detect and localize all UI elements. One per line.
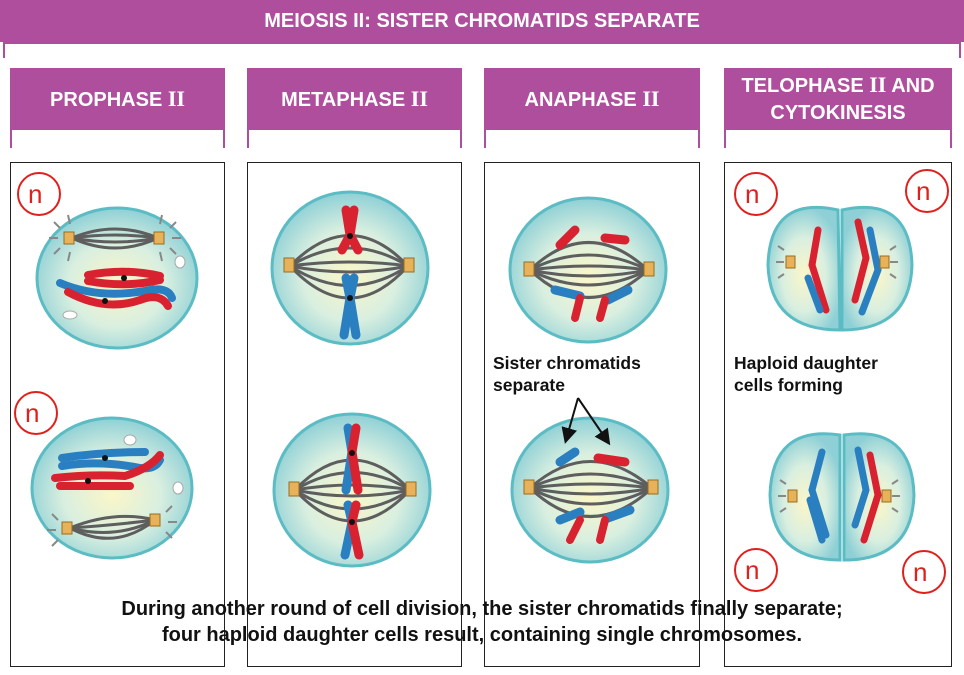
phase-numeral: II — [167, 85, 185, 111]
n-label: n — [745, 179, 760, 209]
phase-name: METAPHASE — [281, 88, 406, 111]
phase-header-metaphase: METAPHASE II — [247, 68, 462, 130]
annotation-line: Haploid daughter — [734, 353, 878, 373]
header-tab — [724, 130, 952, 148]
header-tab — [247, 130, 462, 148]
n-label: n — [913, 557, 928, 587]
caption-line: During another round of cell division, t… — [121, 598, 843, 620]
telophase-cells-bottom — [768, 432, 916, 562]
telophase-cells-top — [766, 205, 914, 332]
annotation-line: Sister chromatids — [493, 353, 641, 373]
annotation-haploid-cells: Haploid daughter cells forming — [734, 352, 878, 396]
phase-name: PROPHASE — [50, 88, 163, 111]
header-tab — [484, 130, 700, 148]
annotation-line: cells forming — [734, 375, 843, 395]
prophase-cell-bottom — [30, 416, 194, 560]
caption: During another round of cell division, t… — [0, 596, 964, 648]
anaphase-cell-bottom — [510, 397, 670, 564]
phase-name-suffix: AND — [891, 75, 935, 97]
phase-name-line2: CYTOKINESIS — [770, 102, 906, 124]
n-label: n — [25, 398, 40, 428]
prophase-cell-top — [35, 206, 199, 350]
annotation-sister-chromatids: Sister chromatids separate — [493, 352, 641, 396]
phase-header-telophase: TELOPHASE II AND CYTOKINESIS — [724, 68, 952, 130]
title-bracket — [3, 42, 961, 58]
header-tab — [10, 130, 225, 148]
caption-line: four haploid daughter cells result, cont… — [161, 624, 803, 646]
phase-numeral: II — [410, 85, 428, 111]
anaphase-cell-top — [508, 196, 668, 344]
ploidy-markers — [14, 169, 949, 594]
phase-numeral: II — [642, 85, 660, 111]
n-label: n — [28, 179, 43, 209]
page-title: MEIOSIS II: SISTER CHROMATIDS SEPARATE — [0, 0, 964, 42]
annotation-line: separate — [493, 375, 565, 395]
n-label: n — [916, 176, 931, 206]
phase-name: ANAPHASE — [524, 88, 637, 111]
phase-numeral: II — [869, 72, 887, 97]
n-label: n — [745, 555, 760, 585]
phase-header-prophase: PROPHASE II — [10, 68, 225, 130]
phase-header-anaphase: ANAPHASE II — [484, 68, 700, 130]
metaphase-cell-bottom — [272, 412, 432, 568]
metaphase-cell-top — [270, 190, 430, 346]
phase-name: TELOPHASE — [741, 75, 864, 97]
